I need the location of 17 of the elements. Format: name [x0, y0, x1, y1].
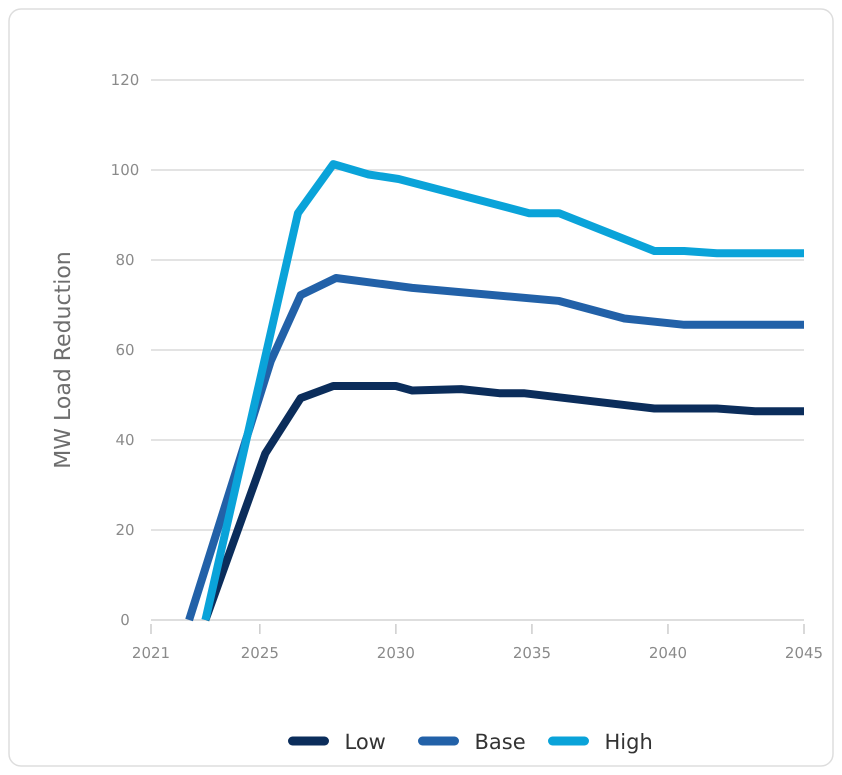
- x-tick-label: 2035: [512, 644, 552, 662]
- y-axis-title: MW Load Reduction: [51, 251, 76, 469]
- x-tick-label: 2021: [132, 644, 170, 662]
- x-tick-label: 2045: [784, 644, 824, 662]
- y-tick-label: 40: [115, 431, 135, 449]
- y-tick-label: 20: [115, 521, 135, 539]
- legend-label: Low: [344, 730, 386, 754]
- legend-label: High: [604, 730, 653, 754]
- y-tick-label: 120: [110, 71, 140, 89]
- legend-label: Base: [474, 730, 526, 754]
- x-tick-label: 2030: [376, 644, 415, 662]
- y-tick-label: 0: [120, 611, 130, 629]
- y-tick-label: 100: [110, 161, 140, 179]
- y-tick-label: 60: [115, 341, 135, 359]
- x-tick-label: 2025: [240, 644, 279, 662]
- x-tick-label: 2040: [648, 644, 688, 662]
- y-tick-label: 80: [115, 251, 135, 269]
